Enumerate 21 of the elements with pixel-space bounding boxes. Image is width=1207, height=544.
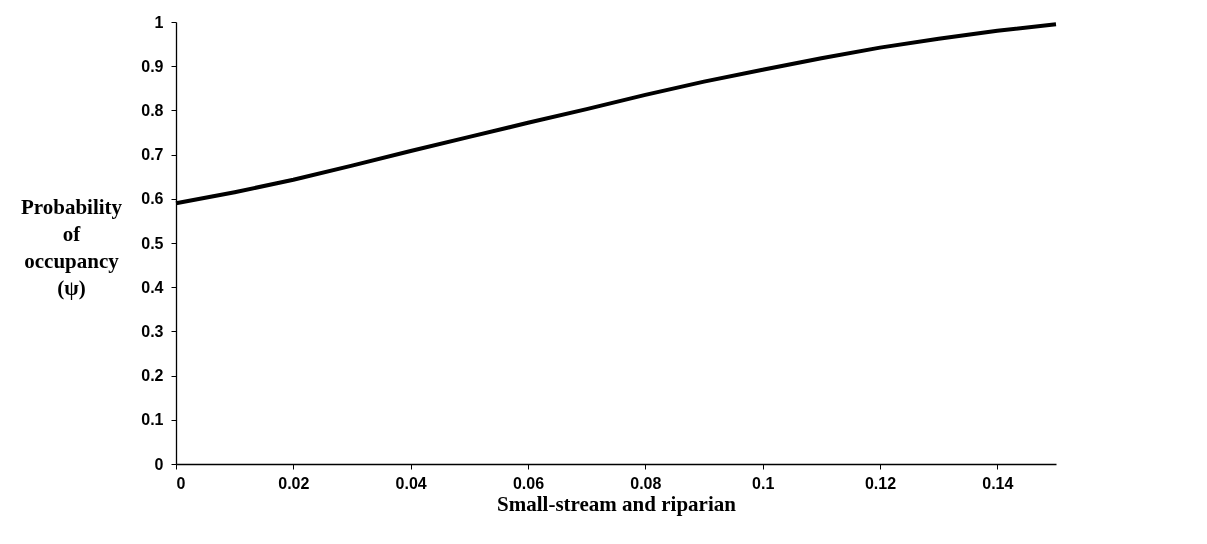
x-tick-label: 0.08: [630, 474, 662, 492]
x-tick-label: 0.12: [864, 474, 897, 492]
y-tick-label: 1: [154, 13, 164, 31]
y-tick-label: 0.6: [141, 190, 164, 208]
y-tick-label: 0.2: [141, 367, 164, 385]
y-axis-title: Probability of occupancy (ψ): [20, 194, 123, 300]
y-tick-label: 0.3: [141, 322, 164, 340]
y-tick-label: 0.7: [141, 146, 164, 164]
y-tick-label: 0.9: [141, 57, 164, 75]
x-tick-label: 0.02: [278, 474, 310, 492]
x-tick-label: 0.1: [752, 474, 775, 492]
x-axis-title: Small-stream and riparian: [497, 491, 737, 516]
x-tick-label: 0.06: [512, 474, 545, 492]
y-tick-label: 0.8: [141, 101, 164, 119]
y-tick-label: 0: [154, 455, 164, 473]
y-tick-label: 0.4: [141, 278, 164, 296]
x-tick-label: 0.14: [982, 474, 1014, 492]
y-tick-label: 0.5: [141, 234, 164, 252]
y-tick-label: 0.1: [141, 411, 164, 429]
x-tick-label: 0: [176, 474, 186, 492]
x-tick-label: 0.04: [395, 474, 427, 492]
